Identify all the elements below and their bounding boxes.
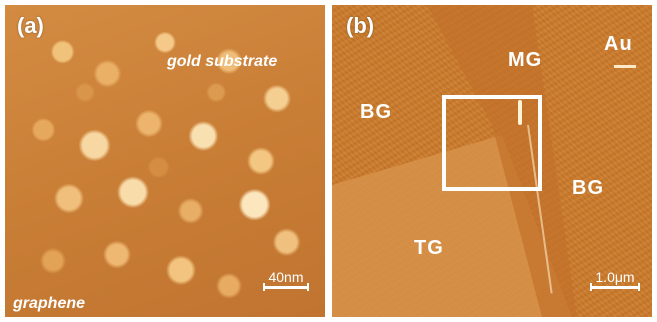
- panel-b-label: (b): [346, 13, 375, 38]
- au-feature: [614, 65, 636, 68]
- afm-image-gold-graphene: (a) gold substrate graphene 40nm: [5, 5, 325, 317]
- scale-bar-a: 40nm: [263, 269, 309, 295]
- bright-defect: [518, 100, 522, 125]
- highlight-square: [442, 95, 542, 191]
- au-label: Au: [604, 33, 633, 55]
- tg-label: TG: [414, 237, 444, 259]
- panel-a-label: (a): [17, 13, 44, 38]
- scale-bar-a-text: 40nm: [268, 269, 304, 285]
- gold-substrate-label: gold substrate: [167, 53, 278, 70]
- mg-label: MG: [508, 49, 543, 71]
- panel-divider: [325, 0, 332, 322]
- scale-bar-b: 1.0μm: [590, 269, 640, 295]
- bg-left-label: BG: [360, 101, 392, 123]
- bg-right-label: BG: [572, 177, 604, 199]
- graphene-label: graphene: [13, 295, 86, 312]
- afm-image-graphene-layers: (b) MG Au BG BG TG 1.0μm: [332, 5, 652, 317]
- scale-bar-b-text: 1.0μm: [595, 269, 635, 285]
